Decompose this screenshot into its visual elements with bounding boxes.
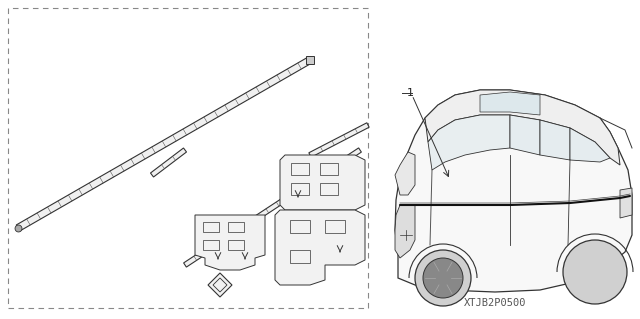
Circle shape bbox=[563, 240, 627, 304]
Polygon shape bbox=[306, 56, 314, 64]
Bar bbox=[8, 8, 368, 308]
Polygon shape bbox=[540, 120, 570, 160]
Polygon shape bbox=[620, 188, 632, 218]
Circle shape bbox=[572, 249, 618, 295]
Bar bbox=[320, 183, 338, 195]
Polygon shape bbox=[395, 205, 415, 258]
Polygon shape bbox=[395, 90, 632, 292]
Polygon shape bbox=[150, 148, 186, 177]
Circle shape bbox=[586, 263, 604, 281]
Polygon shape bbox=[309, 123, 369, 157]
Polygon shape bbox=[395, 152, 415, 195]
Polygon shape bbox=[16, 57, 312, 231]
Circle shape bbox=[415, 250, 471, 306]
Bar bbox=[203, 222, 219, 232]
Polygon shape bbox=[208, 273, 232, 297]
Polygon shape bbox=[428, 115, 510, 170]
Bar bbox=[325, 220, 345, 233]
Circle shape bbox=[423, 258, 463, 298]
Text: 1: 1 bbox=[406, 88, 413, 98]
Polygon shape bbox=[195, 215, 265, 270]
Bar bbox=[290, 220, 310, 233]
Polygon shape bbox=[425, 90, 620, 165]
Polygon shape bbox=[570, 128, 610, 162]
Text: XTJB2P0500: XTJB2P0500 bbox=[464, 298, 526, 308]
Circle shape bbox=[435, 270, 451, 286]
Polygon shape bbox=[480, 92, 540, 115]
Bar bbox=[228, 222, 244, 232]
Polygon shape bbox=[184, 148, 362, 267]
Polygon shape bbox=[275, 210, 365, 285]
Bar bbox=[228, 240, 244, 250]
Polygon shape bbox=[280, 155, 365, 210]
Bar bbox=[291, 163, 309, 175]
Bar bbox=[203, 240, 219, 250]
Bar bbox=[290, 250, 310, 263]
Polygon shape bbox=[510, 115, 540, 155]
Bar bbox=[320, 163, 338, 175]
Bar bbox=[291, 183, 309, 195]
